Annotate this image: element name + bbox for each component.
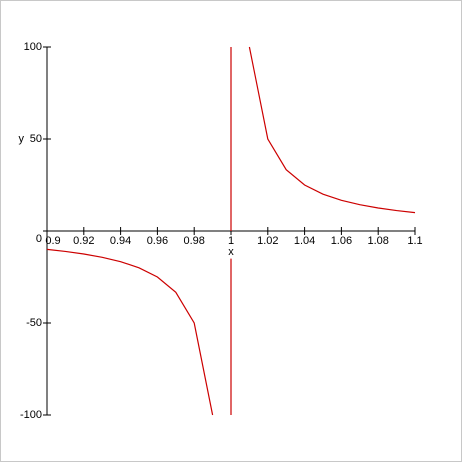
- y-tick-label: -100: [20, 409, 42, 421]
- x-tick-label: 1: [228, 235, 234, 247]
- x-tick-label: 1.04: [294, 235, 315, 247]
- x-tick-label: 0.96: [147, 235, 168, 247]
- x-tick-label: 1.1: [407, 235, 422, 247]
- y-axis-label: y: [19, 133, 25, 145]
- y-tick-label: 100: [24, 41, 42, 53]
- y-tick-label: -50: [26, 317, 42, 329]
- x-axis-label: x: [228, 246, 234, 258]
- y-tick-label: 0: [36, 233, 42, 245]
- x-tick-label: 0.92: [73, 235, 94, 247]
- x-tick-label: 0.9: [45, 235, 60, 247]
- x-tick-label: 1.02: [257, 235, 278, 247]
- curve: [46, 46, 416, 416]
- x-tick-label: 0.94: [110, 235, 131, 247]
- x-tick-label: 0.98: [183, 235, 204, 247]
- y-tick-label: 50: [30, 133, 42, 145]
- x-tick-label: 1.06: [331, 235, 352, 247]
- x-tick-label: 1.08: [367, 235, 388, 247]
